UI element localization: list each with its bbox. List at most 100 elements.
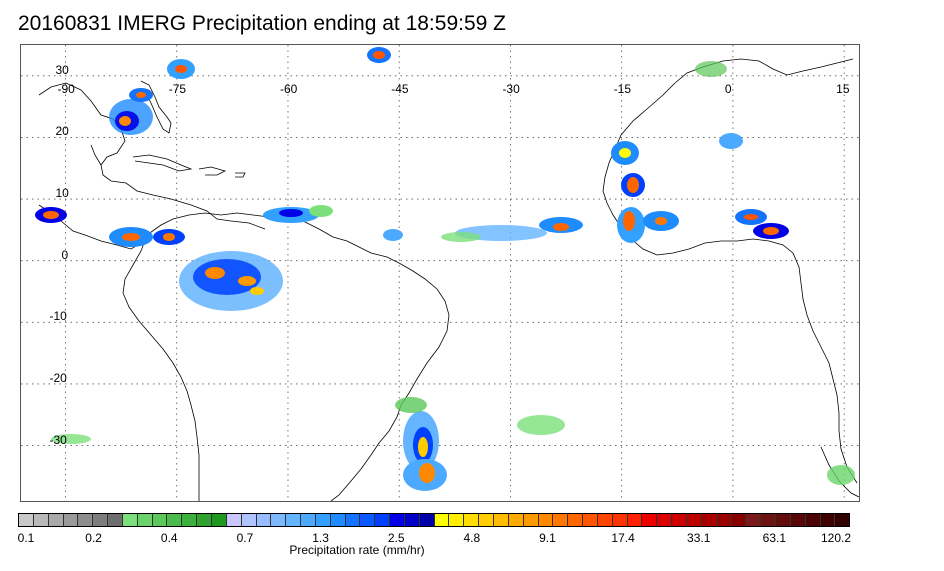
precip-area [175, 65, 187, 73]
coastline-africa-atlantic [602, 134, 858, 484]
precip-area [279, 209, 303, 217]
latitude-label: 10 [55, 186, 69, 201]
colorbar-swatch [122, 514, 138, 526]
precip-area [719, 133, 743, 149]
precip-area [655, 217, 667, 225]
colorbar-tick-label: 9.1 [539, 531, 556, 545]
latitude-label: -30 [49, 432, 67, 447]
colorbar-swatch [776, 514, 791, 526]
colorbar-swatch [627, 514, 643, 526]
colorbar-tick-label: 63.1 [762, 531, 787, 545]
colorbar-swatch [19, 514, 34, 526]
precip-area [205, 267, 225, 279]
colorbar-swatch [746, 514, 762, 526]
colorbar-swatch [152, 514, 168, 526]
latitude-label: -10 [49, 309, 67, 324]
precip-area [695, 61, 727, 77]
colorbar-swatch [375, 514, 391, 526]
coastline-puerto-rico [235, 172, 246, 178]
colorbar-swatch [538, 514, 554, 526]
colorbar-swatch [716, 514, 732, 526]
precip-area [619, 148, 631, 158]
precipitation-map: -90 -75 -60 -45 -30 -15 0 15 30 20 10 0 -10 -20 -30 [20, 44, 860, 502]
coastline-yucatan [90, 144, 102, 166]
colorbar-swatch [568, 514, 584, 526]
longitude-label: -15 [613, 81, 632, 96]
longitude-label: 15 [836, 81, 850, 96]
colorbar-swatch [642, 514, 658, 526]
colorbar-swatch [345, 514, 361, 526]
colorbar-tick-label: 0.7 [236, 531, 254, 545]
map-canvas [21, 45, 859, 501]
graticule [21, 45, 859, 501]
precip-area [309, 205, 333, 217]
colorbar-swatch [672, 514, 687, 526]
colorbar-swatch [657, 514, 673, 526]
precip-area [238, 276, 256, 286]
precip-area [553, 223, 569, 231]
precip-area [627, 177, 639, 193]
colorbar-swatch [330, 514, 346, 526]
coastline-south-america-west [122, 234, 200, 501]
longitude-label: -45 [391, 81, 409, 96]
colorbar-swatch [226, 514, 242, 526]
precip-area [419, 463, 435, 483]
precip-area [136, 92, 146, 98]
latitude-label: 30 [55, 62, 69, 77]
colorbar-swatch [301, 514, 316, 526]
precip-area [383, 229, 403, 241]
colorbar-swatch [701, 514, 717, 526]
colorbar-swatch [404, 514, 420, 526]
colorbar-swatch [137, 514, 153, 526]
colorbar-swatch [583, 514, 598, 526]
colorbar-swatch [286, 514, 302, 526]
longitude-label: -75 [168, 81, 187, 96]
precip-area [763, 227, 779, 235]
precip-area [827, 465, 855, 485]
coastline-hispaniola [198, 166, 227, 176]
precip-area [744, 214, 758, 220]
colorbar-swatch [419, 514, 435, 526]
precip-area [418, 437, 428, 457]
colorbar-swatch [597, 514, 613, 526]
colorbar-swatch [78, 514, 94, 526]
colorbar-title: Precipitation rate (mm/hr) [289, 543, 425, 557]
longitude-label: -60 [279, 81, 298, 96]
colorbar-tick-label: 0.2 [85, 531, 102, 545]
coastline-cuba [132, 154, 193, 172]
precip-area [395, 397, 427, 413]
colorbar-swatch [805, 514, 821, 526]
colorbar-swatch [494, 514, 509, 526]
coastline-florida [140, 80, 172, 134]
precip-area [122, 233, 140, 241]
latitude-label: 0 [61, 247, 69, 262]
colorbar-swatch [508, 514, 524, 526]
coastline-gulf-of-mexico [38, 82, 266, 230]
colorbar-tick-label: 0.1 [17, 531, 35, 545]
colorbar-swatch [93, 514, 109, 526]
colorbar-swatch [835, 514, 850, 526]
colorbar-swatch [48, 514, 64, 526]
colorbar-swatch [315, 514, 331, 526]
colorbar-swatch [761, 514, 777, 526]
colorbar-swatch [553, 514, 569, 526]
colorbar-swatch [108, 514, 123, 526]
precip-area [517, 415, 565, 435]
colorbar-tick-label: 1.3 [312, 531, 329, 545]
colorbar-tick-label: 0.4 [160, 531, 178, 545]
colorbar-swatch [241, 514, 257, 526]
colorbar-swatch [197, 514, 212, 526]
colorbar-swatch [820, 514, 836, 526]
colorbar-swatch [182, 514, 198, 526]
precip-area [51, 434, 91, 444]
colorbar-swatch [449, 514, 465, 526]
longitude-label: -30 [502, 81, 520, 96]
colorbar-swatch [360, 514, 376, 526]
precip-area [623, 211, 635, 231]
colorbar-swatch [167, 514, 183, 526]
precip-area [250, 287, 264, 295]
colorbar-swatch [211, 514, 227, 526]
colorbar-tick-label: 4.8 [463, 531, 481, 545]
precip-area [43, 211, 59, 219]
coastline-africa-west [620, 58, 854, 136]
